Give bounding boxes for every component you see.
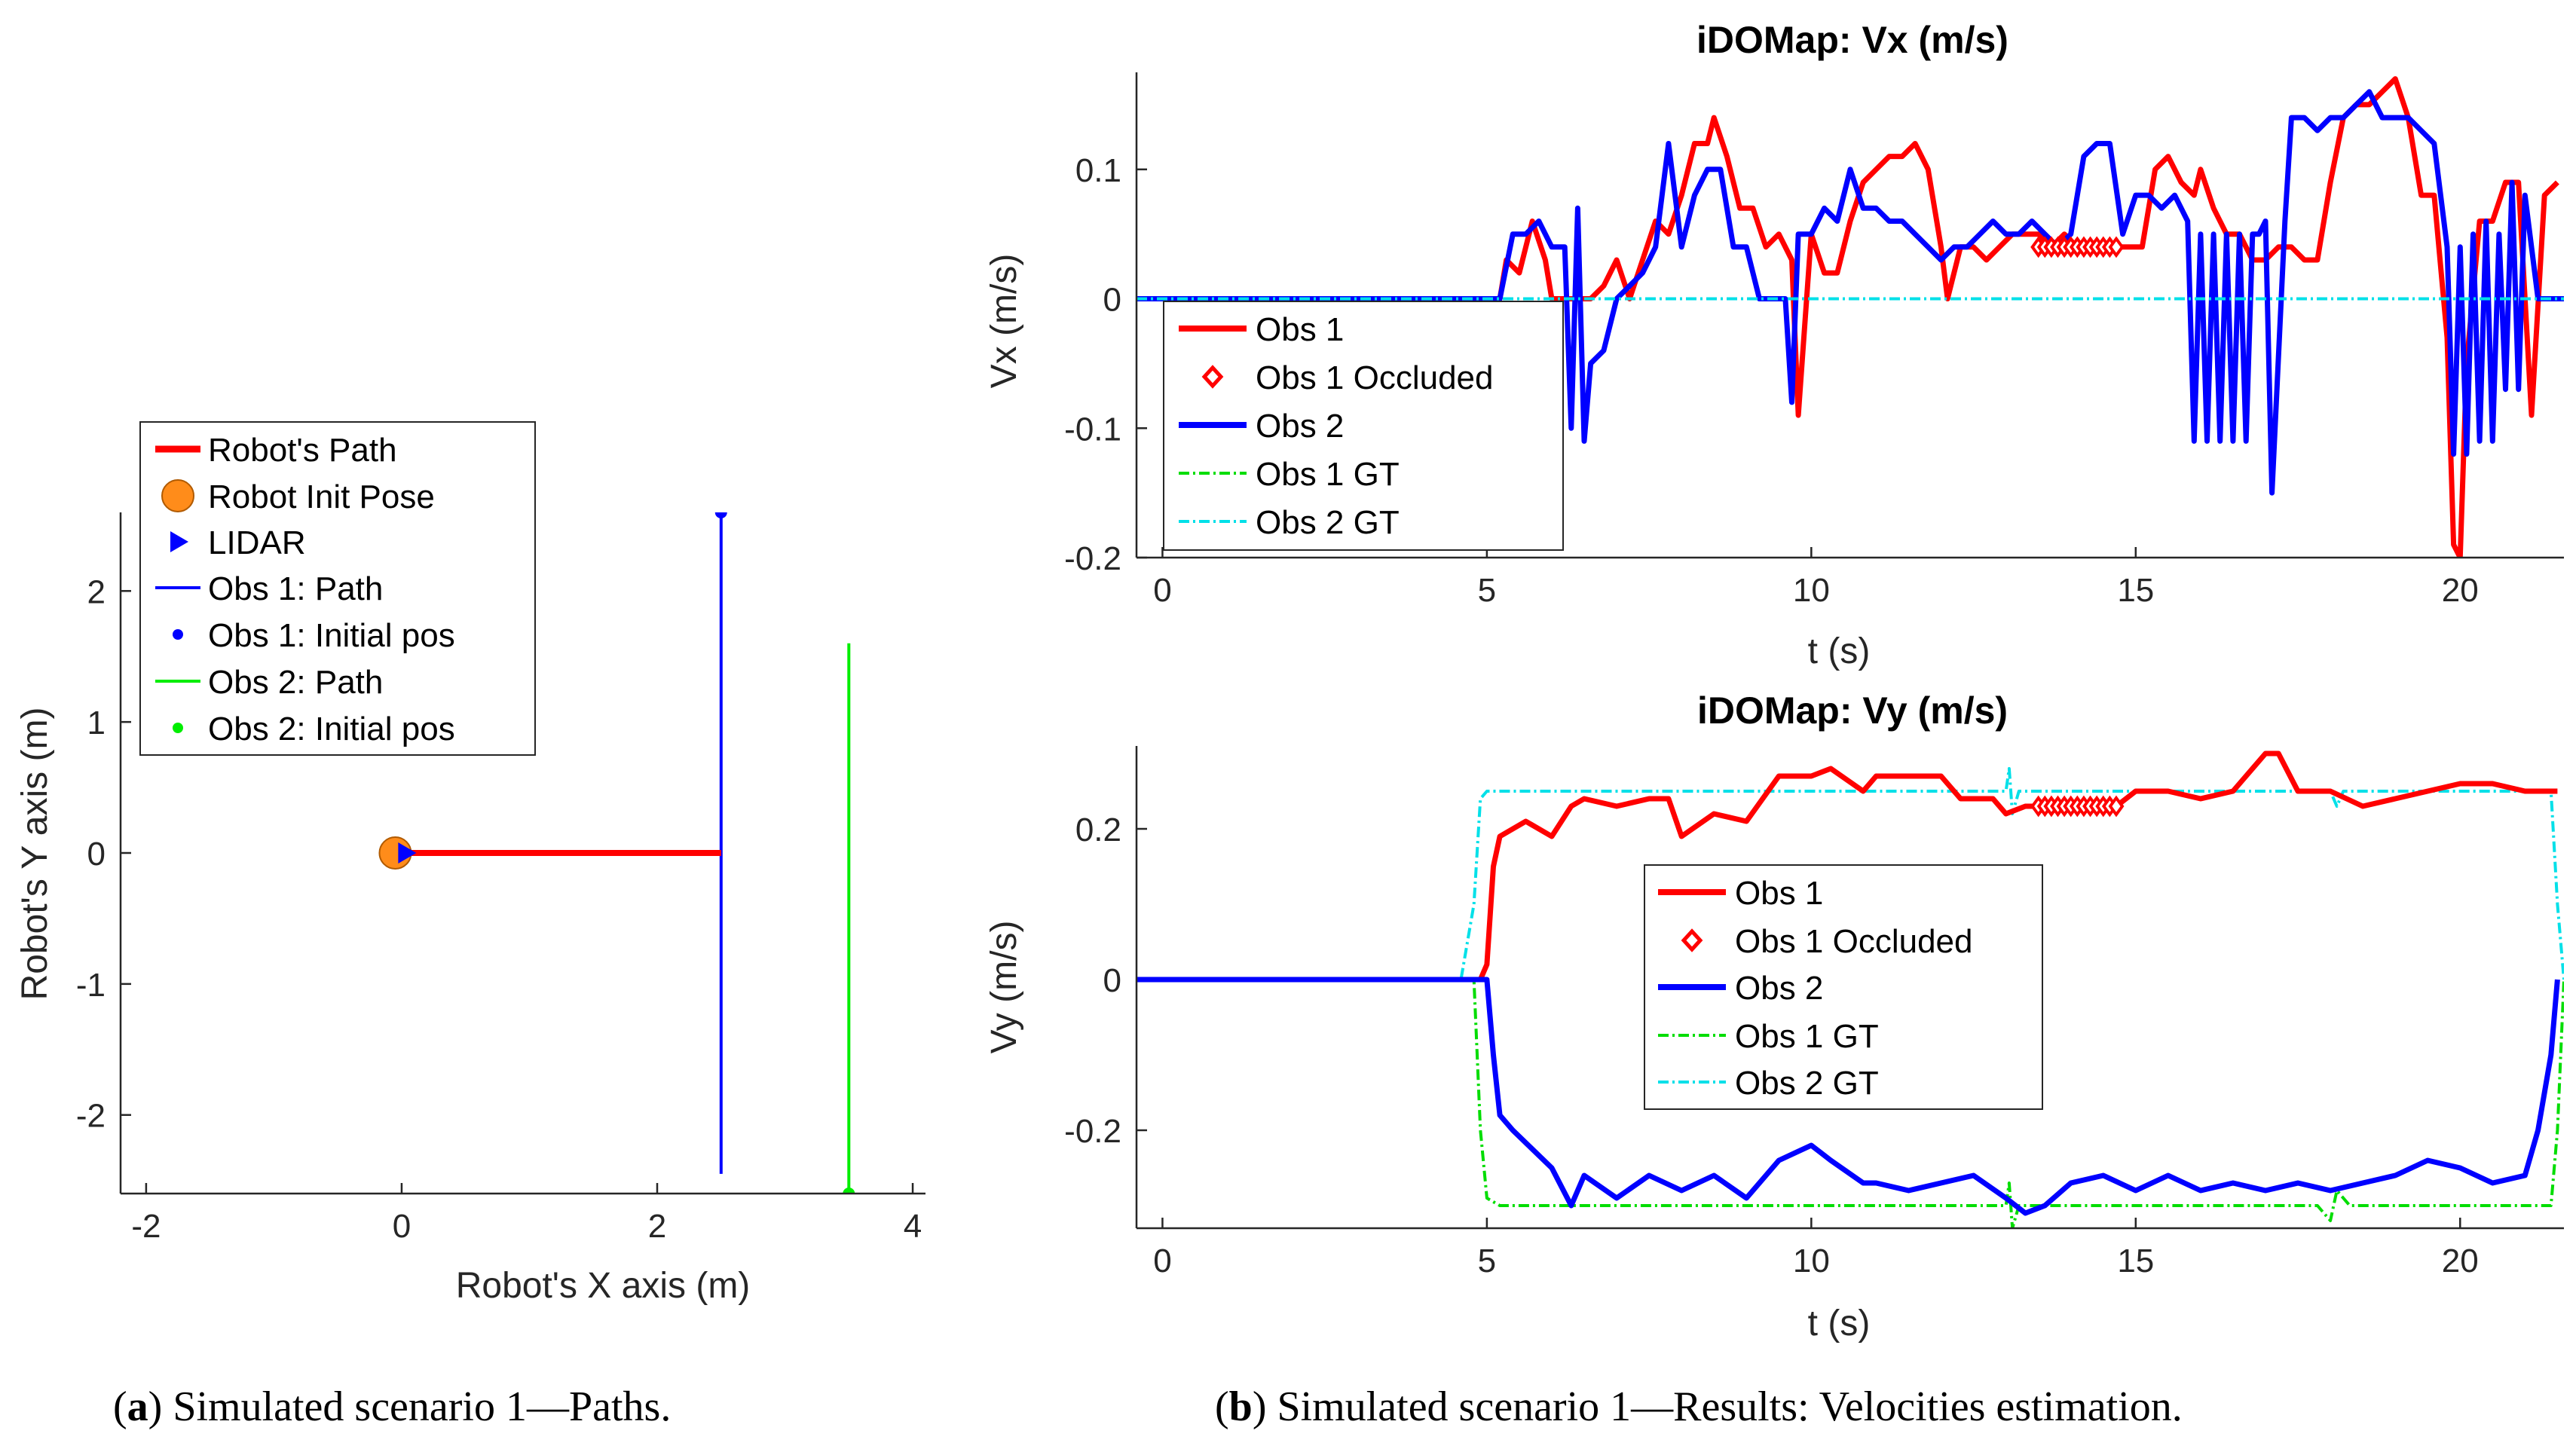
obs1-initial-pos-marker [714, 512, 727, 518]
paths-x-tick-label: 2 [648, 1208, 666, 1245]
legend-entry-obs2-initial-pos: Obs 2: Initial pos [173, 711, 455, 747]
vx-title: iDOMap: Vx (m/s) [1696, 19, 2008, 61]
vy-legend-entry-obs2-gt: Obs 2 GT [1658, 1065, 1879, 1102]
vx-x-tick-label: 15 [2117, 572, 2154, 609]
vx-legend-entry-obs2: Obs 2 [1179, 408, 1344, 445]
vy-x-tick-label: 10 [1793, 1243, 1830, 1279]
vy-axis-ticks: 0 5 10 15 20 -0.2 0 0.2 [1064, 812, 2479, 1279]
vy-chart: iDOMap: Vy (m/s) 0 5 10 15 20-0.200.2 t (s) … [984, 689, 2564, 1343]
vy-legend-entry-obs1: Obs 1 [1658, 875, 1823, 912]
vy-marks [1137, 750, 2564, 1228]
svg-text:Robot Init Pose: Robot Init Pose [208, 478, 435, 515]
svg-text:Obs 1: Path: Obs 1: Path [208, 570, 383, 607]
vy-obs1-line [1137, 750, 2558, 983]
vy-title: iDOMap: Vy (m/s) [1697, 689, 2008, 732]
paths-y-tick-label: -1 [76, 967, 106, 1004]
vy-y-tick-label: 0 [1103, 962, 1121, 999]
svg-text:Obs 2: Initial pos: Obs 2: Initial pos [208, 711, 455, 747]
vx-legend-entry-obs1: Obs 1 [1179, 311, 1344, 348]
paths-x-label: Robot's X axis (m) [456, 1266, 751, 1306]
paths-y-tick-label: 0 [87, 836, 106, 873]
paths-axis-ticks: -2 0 2 4 -2 -1 0 1 2 [76, 573, 922, 1245]
svg-text:Obs 1 Occluded: Obs 1 Occluded [1735, 923, 1973, 960]
vx-marks [1137, 76, 2564, 558]
paths-y-tick-label: -2 [76, 1098, 106, 1135]
svg-text:Obs 2: Obs 2 [1256, 408, 1344, 445]
vy-y-label: Vy (m/s) [984, 921, 1024, 1054]
legend-entry-obs1-path: Obs 1: Path [155, 570, 383, 607]
svg-text:Obs 1 GT: Obs 1 GT [1735, 1018, 1879, 1055]
vx-obs2-line [1137, 89, 2564, 496]
vy-legend: Obs 1 Obs 1 Occluded Obs 2 Obs 1 GT Obs … [1644, 864, 2043, 1110]
svg-text:Robot's Path: Robot's Path [208, 432, 397, 469]
vy-y-tick-label: -0.2 [1064, 1113, 1121, 1150]
vy-x-tick-label: 15 [2117, 1243, 2154, 1279]
vx-y-tick-label: -0.1 [1064, 411, 1121, 448]
svg-text:Obs 2: Path: Obs 2: Path [208, 664, 383, 701]
legend-entry-lidar: LIDAR [170, 524, 306, 561]
vy-x-label: t (s) [1808, 1304, 1871, 1343]
svg-text:Obs 1 Occluded: Obs 1 Occluded [1256, 359, 1494, 396]
svg-text:Obs 2: Obs 2 [1735, 970, 1823, 1007]
vx-x-tick-label: 5 [1478, 572, 1496, 609]
vx-y-tick-label: 0.1 [1075, 152, 1121, 189]
vy-x-tick-label: 5 [1478, 1243, 1496, 1279]
vx-y-tick-label: 0 [1103, 282, 1121, 319]
vx-x-tick-label: 20 [2442, 572, 2479, 609]
paths-y-tick-label: 1 [87, 705, 106, 741]
legend-entry-robot-path: Robot's Path [155, 432, 397, 469]
vy-x-tick-label: 0 [1153, 1243, 1171, 1279]
vx-legend-entry-obs1-occluded: Obs 1 Occluded [1201, 359, 1494, 396]
vy-y-tick-label: 0.2 [1075, 812, 1121, 848]
paths-y-tick-label: 2 [87, 573, 106, 610]
vx-y-label: Vx (m/s) [984, 254, 1024, 389]
vy-legend-entry-obs1-occluded: Obs 1 Occluded [1681, 923, 1973, 960]
vx-x-label: t (s) [1808, 631, 1871, 671]
vx-axis-ticks: 0 5 10 15 20 -0.2 -0.1 0 0.1 [1064, 152, 2479, 609]
vx-legend: Obs 1 Obs 1 Occluded Obs 2 Obs 1 GT Obs … [1163, 301, 1564, 551]
vy-occluded-marker [2108, 795, 2125, 818]
legend-entry-robot-init-pose: Robot Init Pose [161, 478, 435, 515]
paths-chart: -2 0 2 4 -2 -1 0 1 2 Robot's X axis (m) Robot's … [15, 421, 925, 1306]
paths-y-label: Robot's Y axis (m) [15, 708, 55, 1001]
svg-text:LIDAR: LIDAR [208, 524, 306, 561]
svg-text:Obs 1 GT: Obs 1 GT [1256, 456, 1400, 493]
vx-legend-entry-obs2-gt: Obs 2 GT [1179, 504, 1400, 541]
legend-entry-obs1-initial-pos: Obs 1: Initial pos [173, 617, 455, 654]
svg-text:Obs 1: Obs 1 [1735, 875, 1823, 912]
svg-text:Obs 2 GT: Obs 2 GT [1256, 504, 1400, 541]
paths-x-tick-label: 0 [393, 1208, 411, 1245]
legend-entry-obs2-path: Obs 2: Path [155, 664, 383, 701]
caption-b-label: b [1228, 1383, 1253, 1430]
paths-x-tick-label: -2 [131, 1208, 161, 1245]
paths-legend: Robot's Path Robot Init Pose LIDAR Obs 1… [139, 421, 536, 756]
obs2-initial-pos-marker [843, 1188, 855, 1194]
caption-a: (a) Simulated scenario 1—Paths. [113, 1383, 672, 1430]
caption-a-label: a [127, 1383, 148, 1430]
vy-legend-entry-obs1-gt: Obs 1 GT [1658, 1018, 1879, 1055]
svg-text:Obs 1: Initial pos: Obs 1: Initial pos [208, 617, 455, 654]
vx-chart: iDOMap: Vx (m/s) 0 5 10 15 20 -0.2 -0.1 0 0.1 t … [984, 19, 2564, 671]
vx-x-tick-label: 10 [1793, 572, 1830, 609]
vy-legend-entry-obs2: Obs 2 [1658, 970, 1823, 1007]
lidar-marker [398, 842, 417, 864]
paths-marks [378, 512, 855, 1194]
vy-obs2-line [1137, 977, 2560, 1216]
caption-b-text: Simulated scenario 1—Results: Velocities… [1277, 1383, 2183, 1430]
svg-text:Obs 1: Obs 1 [1256, 311, 1344, 348]
paths-x-tick-label: 4 [904, 1208, 922, 1245]
vy-x-tick-label: 20 [2442, 1243, 2479, 1279]
vx-x-tick-label: 0 [1153, 572, 1171, 609]
vx-occluded-marker [2108, 236, 2125, 258]
vx-y-tick-label: -0.2 [1064, 540, 1121, 577]
vx-legend-entry-obs1-gt: Obs 1 GT [1179, 456, 1400, 493]
svg-text:Obs 2 GT: Obs 2 GT [1735, 1065, 1879, 1102]
caption-b: (b) Simulated scenario 1—Results: Veloci… [1215, 1383, 2183, 1430]
caption-a-text: Simulated scenario 1—Paths. [173, 1383, 672, 1430]
